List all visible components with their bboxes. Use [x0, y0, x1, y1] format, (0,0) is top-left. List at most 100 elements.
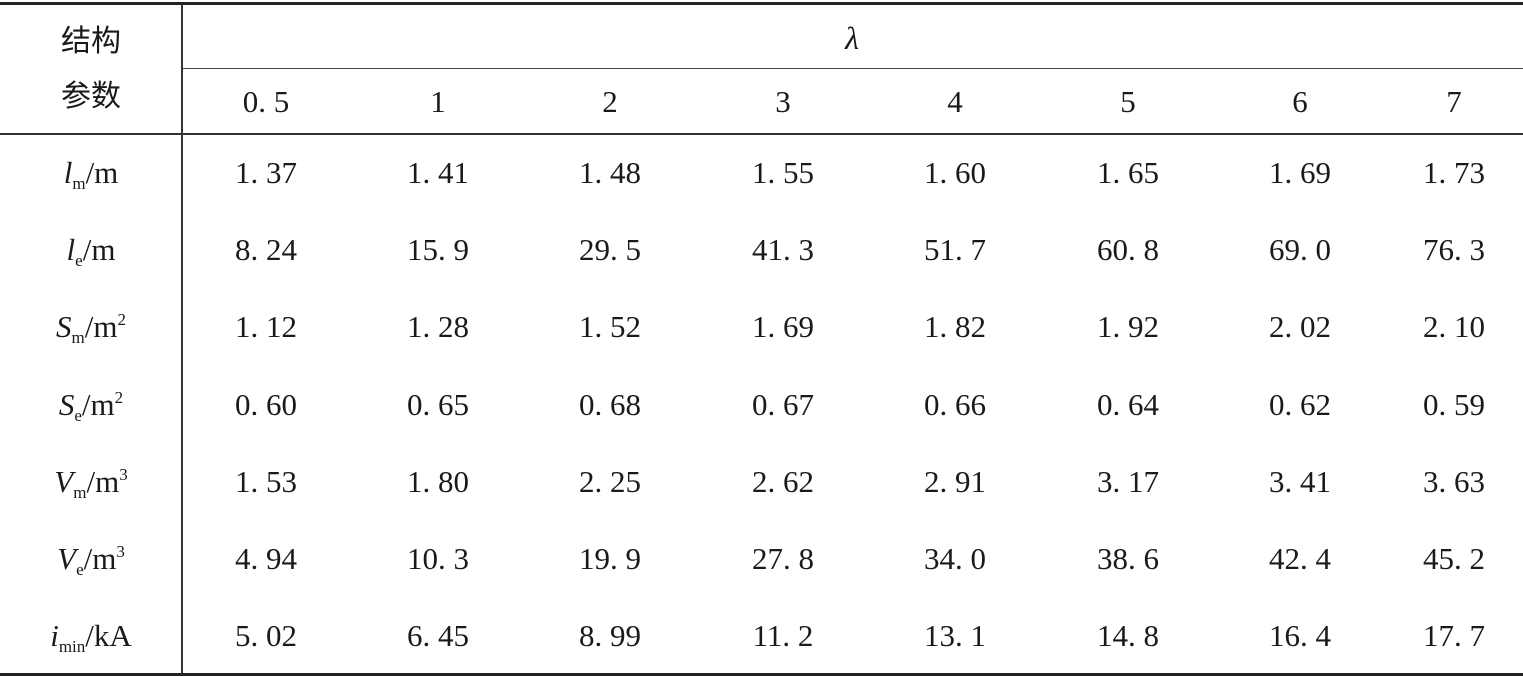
table-cell: 42. 4	[1269, 541, 1331, 576]
table-cell: 11. 2	[752, 618, 814, 653]
parameter-unit: /kA	[85, 618, 132, 653]
group-header-lambda: λ	[845, 20, 859, 56]
table-cell: 76. 3	[1423, 232, 1485, 267]
parameter-subscript: m	[72, 174, 86, 193]
table-cell: 60. 8	[1097, 232, 1159, 267]
parameter-symbol: V	[57, 541, 77, 576]
table-cell: 45. 2	[1423, 541, 1485, 576]
table-cell: 2. 25	[579, 464, 641, 499]
row-parameter-label: Ve/m3	[57, 539, 125, 579]
table-cell: 2. 62	[752, 464, 814, 499]
row-header-line2: 参数	[61, 79, 121, 114]
parameter-unit-exponent: 2	[117, 310, 126, 329]
table-cell: 19. 9	[579, 541, 641, 576]
parameter-unit-exponent: 3	[116, 542, 125, 561]
table-cell: 1. 48	[579, 155, 641, 190]
parameter-unit: /m	[84, 309, 118, 344]
table-cell: 1. 80	[407, 464, 469, 499]
table-cell: 41. 3	[752, 232, 814, 267]
parameter-symbol: l	[63, 155, 73, 190]
table-cell: 5. 02	[235, 618, 297, 653]
table-cell: 27. 8	[752, 541, 814, 576]
table-cell: 0. 65	[407, 387, 469, 422]
table-cell: 51. 7	[924, 232, 986, 267]
table-cell: 17. 7	[1423, 618, 1485, 653]
row-parameter-label: Vm/m3	[54, 462, 127, 502]
parameter-subscript: m	[71, 328, 85, 347]
table-cell: 3. 41	[1269, 464, 1331, 499]
table-top-rule	[0, 2, 1523, 5]
table-cell: 8. 24	[235, 232, 297, 267]
table-cell: 69. 0	[1269, 232, 1331, 267]
table-cell: 1. 65	[1097, 155, 1159, 190]
parameter-subscript: e	[75, 251, 83, 270]
column-header: 2	[602, 84, 618, 119]
parameter-unit: /m	[82, 232, 116, 267]
header-bottom-rule	[0, 133, 1523, 135]
table-cell: 1. 12	[235, 309, 297, 344]
table-cell: 0. 67	[752, 387, 814, 422]
table-cell: 1. 69	[752, 309, 814, 344]
parameter-unit-exponent: 2	[114, 388, 124, 407]
parameter-symbol: i	[50, 618, 59, 653]
table-cell: 0. 68	[579, 387, 641, 422]
table-cell: 1. 41	[407, 155, 469, 190]
table-cell: 13. 1	[924, 618, 986, 653]
table-cell: 1. 37	[235, 155, 297, 190]
table-cell: 1. 55	[752, 155, 814, 190]
row-header-line1: 结构	[61, 24, 121, 59]
row-parameter-label: lm/m	[64, 153, 119, 193]
table-cell: 2. 91	[924, 464, 986, 499]
row-parameter-label: le/m	[67, 230, 116, 270]
column-header: 0. 5	[242, 84, 290, 119]
parameter-unit: /m	[81, 387, 115, 422]
column-header: 1	[430, 84, 446, 119]
parameter-unit: /m	[86, 464, 120, 499]
table-cell: 0. 66	[924, 387, 986, 422]
column-header: 6	[1292, 84, 1308, 119]
row-parameter-label: imin/kA	[50, 616, 132, 656]
parameter-subscript: m	[73, 483, 87, 502]
table-cell: 8. 99	[579, 618, 641, 653]
table-cell: 3. 63	[1423, 464, 1485, 499]
parameter-subscript: e	[74, 406, 82, 425]
table-cell: 6. 45	[407, 618, 469, 653]
parameter-unit-exponent: 3	[119, 465, 128, 484]
table-cell: 16. 4	[1269, 618, 1331, 653]
table-cell: 4. 94	[235, 541, 297, 576]
table-cell: 38. 6	[1097, 541, 1159, 576]
parameter-unit: /m	[85, 155, 119, 190]
header-divider-rule	[183, 68, 1523, 69]
table-cell: 10. 3	[407, 541, 469, 576]
parameter-symbol: V	[54, 464, 74, 499]
table-cell: 2. 02	[1269, 309, 1331, 344]
table-cell: 1. 52	[579, 309, 641, 344]
stub-column-divider	[181, 4, 183, 674]
column-header: 5	[1120, 84, 1136, 119]
table-cell: 0. 62	[1269, 387, 1331, 422]
table-cell: 0. 64	[1097, 387, 1159, 422]
column-header: 4	[947, 84, 963, 119]
parameter-subscript: e	[76, 560, 84, 579]
parameter-symbol: S	[56, 309, 72, 344]
table-cell: 1. 82	[924, 309, 986, 344]
table-cell: 1. 60	[924, 155, 986, 190]
parameter-subscript: min	[58, 637, 86, 656]
parameter-unit: /m	[83, 541, 117, 576]
parameter-symbol: S	[58, 387, 75, 422]
table-cell: 1. 28	[407, 309, 469, 344]
table-cell: 1. 73	[1423, 155, 1485, 190]
table-cell: 14. 8	[1097, 618, 1159, 653]
table-cell: 29. 5	[579, 232, 641, 267]
table-cell: 3. 17	[1097, 464, 1159, 499]
row-parameter-label: Se/m2	[59, 385, 123, 425]
table-cell: 1. 92	[1097, 309, 1159, 344]
column-header: 3	[775, 84, 791, 119]
table-cell: 15. 9	[407, 232, 469, 267]
row-parameter-label: Sm/m2	[56, 307, 126, 347]
table-cell: 1. 53	[235, 464, 297, 499]
table-cell: 34. 0	[924, 541, 986, 576]
parameter-symbol: l	[66, 232, 76, 267]
column-header: 7	[1446, 84, 1462, 119]
table-cell: 1. 69	[1269, 155, 1331, 190]
